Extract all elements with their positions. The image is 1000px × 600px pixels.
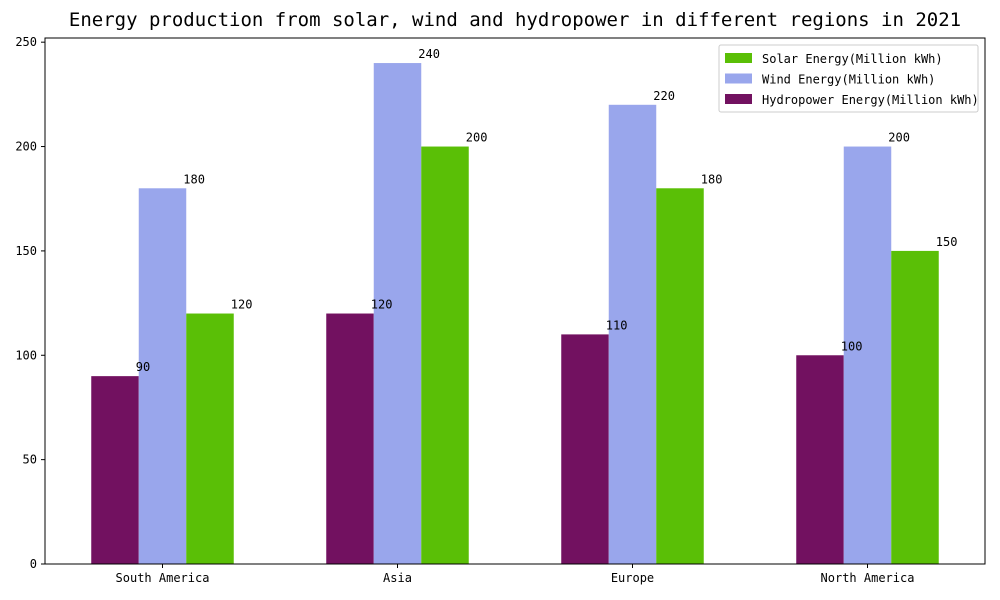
x-tick-label-south-america: South America [116,571,210,585]
bar-hydropower-energy-million-kwh-europe [561,334,609,564]
data-label-wind-energy-million-kwh-north-america: 200 [888,131,910,145]
legend-box [718,44,979,113]
data-label-solar-energy-million-kwh-south-america: 120 [231,298,253,312]
data-labels-layer: 90 180 120 120 240 200 110 220 180 100 200 150 [136,47,958,374]
x-tick-label-asia: Asia [383,571,412,585]
data-label-wind-energy-million-kwh-europe: 220 [653,89,675,103]
bars-layer [91,63,939,565]
y-tick-label-150: 150 [15,244,37,258]
legend-label-hydropower-energy-million-kwh: Hydropower Energy(Million kWh) [762,93,979,107]
legend-swatch-solar-energy-million-kwh [725,53,752,63]
data-label-solar-energy-million-kwh-europe: 180 [701,172,723,186]
data-label-hydropower-energy-million-kwh-south-america: 90 [136,360,150,374]
data-label-solar-energy-million-kwh-asia: 200 [466,131,488,145]
data-label-wind-energy-million-kwh-south-america: 180 [183,172,205,186]
bar-hydropower-energy-million-kwh-south-america [91,376,139,564]
bar-wind-energy-million-kwh-asia [373,63,422,565]
bar-solar-energy-million-kwh-south-america [186,313,234,564]
y-tick-label-50: 50 [23,453,37,467]
data-label-hydropower-energy-million-kwh-north-america: 100 [841,339,863,353]
bar-wind-energy-million-kwh-north-america [843,146,892,565]
y-tick-label-200: 200 [15,140,37,154]
bar-solar-energy-million-kwh-europe [656,188,704,565]
y-tick-label-0: 0 [30,557,37,571]
legend-label-solar-energy-million-kwh: Solar Energy(Million kWh) [762,52,943,66]
y-tick-label-250: 250 [15,35,37,49]
legend-swatch-wind-energy-million-kwh [725,73,752,84]
bar-hydropower-energy-million-kwh-asia [326,313,374,564]
data-label-wind-energy-million-kwh-asia: 240 [418,47,440,61]
legend-label-wind-energy-million-kwh: Wind Energy(Million kWh) [762,73,935,87]
x-tick-label-europe: Europe [611,571,654,585]
x-tick-label-north-america: North America [821,571,915,585]
data-label-hydropower-energy-million-kwh-europe: 110 [606,318,628,332]
axes-layer: South America Asia Europe North America 0 50 1… [15,35,986,585]
y-tick-label-100: 100 [15,348,37,362]
bar-solar-energy-million-kwh-north-america [891,250,939,564]
chart-title: Energy production from solar, wind and h… [68,9,962,31]
plot-frame [44,37,986,565]
data-label-solar-energy-million-kwh-north-america: 150 [936,235,958,249]
bar-wind-energy-million-kwh-south-america [138,188,187,565]
legend-swatch-hydropower-energy-million-kwh [725,94,752,104]
bar-hydropower-energy-million-kwh-north-america [796,355,844,564]
data-label-hydropower-energy-million-kwh-asia: 120 [371,298,393,312]
bar-wind-energy-million-kwh-europe [608,104,657,565]
bar-solar-energy-million-kwh-asia [421,146,469,565]
legend: Solar Energy(Million kWh) Wind Energy(Mil… [718,44,979,113]
